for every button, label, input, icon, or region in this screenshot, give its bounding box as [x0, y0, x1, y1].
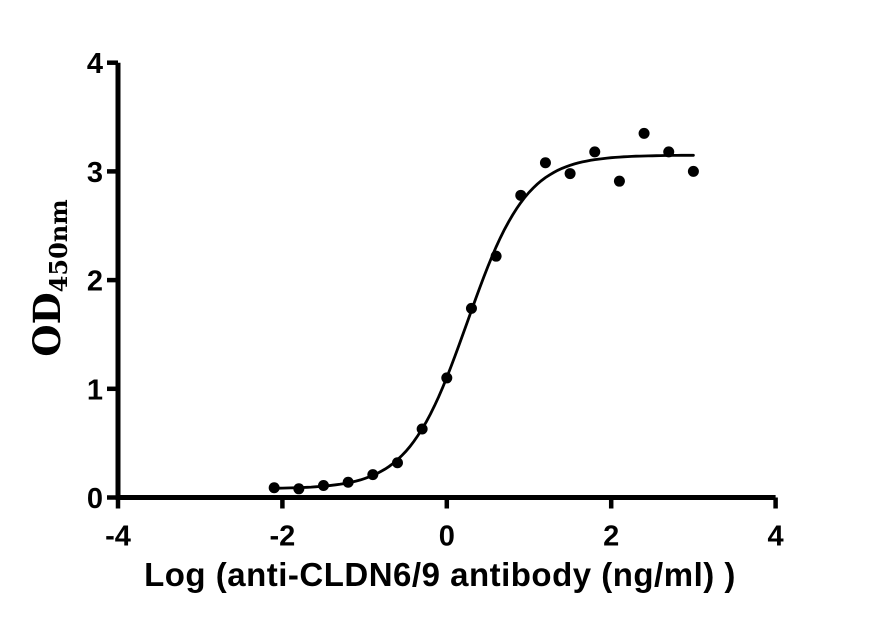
data-point [367, 469, 379, 481]
data-point [564, 168, 576, 180]
x-tick-label: 0 [439, 521, 455, 553]
y-axis-title-subscript: 450nm [44, 199, 73, 293]
y-axis-title-main: OD [25, 292, 69, 357]
data-point [687, 165, 699, 177]
data-point [490, 250, 502, 262]
data-point [663, 146, 675, 158]
data-point [342, 476, 354, 488]
y-tick-label: 3 [87, 157, 103, 189]
data-point [539, 157, 551, 169]
y-axis-title: OD450nm [25, 199, 73, 356]
data-point [268, 482, 280, 494]
y-tick-label: 0 [87, 483, 103, 515]
data-point [293, 483, 305, 495]
axis-lines [115, 62, 776, 500]
data-point [589, 146, 601, 158]
x-tick-label: 2 [603, 521, 619, 553]
x-tick-label: -4 [105, 521, 131, 553]
fit-curve [272, 153, 695, 490]
data-point [391, 457, 403, 469]
y-tick-label: 2 [87, 266, 103, 298]
y-tick-label: 1 [87, 374, 103, 406]
data-point [318, 480, 329, 492]
data-point [465, 302, 477, 314]
y-tick-label: 4 [87, 48, 103, 80]
x-axis-title: Log (anti-CLDN6/9 antibody (ng/ml) ) [144, 556, 736, 593]
data-point [515, 189, 527, 201]
data-point [441, 372, 453, 384]
data-point [416, 423, 428, 435]
data-point [613, 175, 625, 187]
x-tick-label: -2 [270, 521, 296, 553]
x-tick-label: 4 [768, 521, 784, 553]
data-point [638, 127, 650, 139]
